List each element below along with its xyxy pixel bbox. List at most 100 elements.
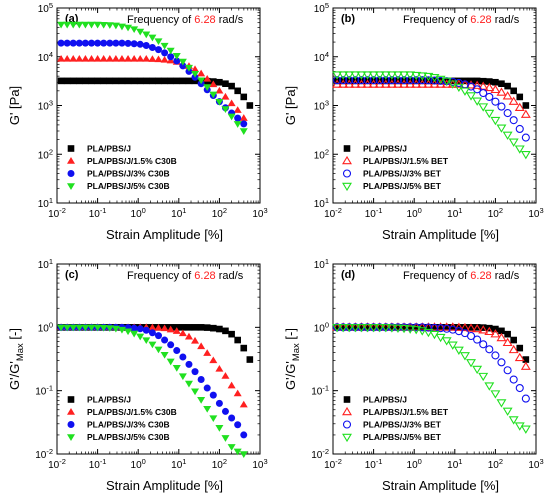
data-point	[154, 332, 162, 340]
data-point	[418, 76, 427, 85]
data-point	[344, 79, 355, 88]
data-point	[142, 42, 150, 50]
x-tick-label: 101	[447, 457, 462, 471]
legend-label: PLA/PBS/J/5% C30B	[87, 181, 170, 191]
data-point	[490, 116, 501, 126]
data-point	[498, 327, 505, 335]
chart-panel-b: 10-2 10-1 100 101 102 103 101 102 103 104 105 Strai…	[283, 1, 544, 242]
data-point	[106, 39, 114, 47]
data-point	[130, 26, 139, 34]
data-point	[514, 145, 525, 154]
data-point	[63, 324, 72, 332]
data-point	[239, 451, 248, 458]
data-point	[155, 77, 162, 85]
data-point	[382, 324, 390, 331]
data-point	[376, 324, 383, 331]
panel-label: (b)	[341, 13, 355, 25]
series-3	[57, 21, 248, 135]
data-point	[76, 77, 83, 85]
legend-label: PLA/PBS/J/1.5% BET	[363, 156, 449, 166]
data-point	[472, 323, 483, 333]
data-point	[178, 373, 187, 381]
data-point	[399, 79, 410, 88]
data-point	[234, 421, 242, 429]
data-point	[370, 324, 377, 331]
data-point	[69, 54, 78, 62]
data-point	[490, 390, 501, 399]
x-axis: 10-2 10-1 100 101 102 103	[48, 264, 268, 471]
legend-label: PLA/PBS/J/3% C30B	[87, 420, 170, 430]
data-point	[136, 28, 145, 36]
y-tick-label: 105	[38, 1, 53, 15]
legend-marker	[67, 421, 75, 428]
data-point	[228, 330, 235, 338]
data-point	[160, 351, 169, 359]
data-point	[161, 336, 169, 344]
data-point	[172, 365, 181, 372]
legend-label: PLA/PBS/J/3% C30B	[87, 169, 170, 179]
data-point	[149, 77, 156, 85]
data-point	[520, 361, 531, 370]
data-point	[239, 128, 248, 135]
data-point	[184, 64, 193, 72]
data-point	[197, 324, 205, 331]
data-point	[411, 326, 422, 335]
data-point	[227, 381, 236, 389]
data-point	[216, 325, 223, 333]
data-point	[496, 332, 507, 342]
data-point	[399, 324, 410, 334]
data-point	[490, 329, 501, 338]
data-point	[491, 351, 500, 360]
data-point	[209, 415, 218, 423]
data-point	[161, 49, 169, 57]
data-point	[437, 324, 444, 331]
data-point	[209, 80, 218, 88]
data-point	[99, 324, 108, 332]
data-point	[124, 54, 133, 62]
x-axis-label: Strain Amplitude [%]	[382, 227, 499, 242]
data-point	[111, 325, 120, 333]
data-point	[484, 382, 495, 391]
data-point	[356, 324, 367, 333]
data-point	[516, 344, 524, 352]
data-point	[221, 407, 229, 415]
data-point	[240, 431, 248, 439]
data-point	[362, 324, 373, 333]
data-point	[497, 102, 506, 111]
x-tick-label: 100	[407, 206, 422, 220]
x-tick-label: 101	[171, 457, 186, 471]
panel-label: (d)	[341, 269, 355, 281]
data-point	[351, 76, 360, 85]
data-point	[508, 138, 519, 147]
data-point	[352, 324, 359, 331]
data-point	[344, 322, 355, 331]
data-point	[227, 99, 236, 107]
data-point	[240, 344, 248, 352]
data-point	[522, 102, 530, 109]
data-point	[209, 391, 217, 399]
data-point	[520, 425, 531, 434]
data-point	[111, 22, 120, 30]
data-point	[393, 76, 403, 85]
data-point	[498, 80, 505, 88]
data-point	[172, 53, 181, 60]
data-point	[63, 21, 72, 29]
data-point	[380, 324, 391, 333]
data-point	[339, 324, 347, 331]
legend-marker	[67, 145, 75, 152]
data-point	[63, 39, 71, 47]
x-axis-label: Strain Amplitude [%]	[382, 478, 499, 493]
legend-label: PLA/PBS/J	[87, 144, 131, 154]
data-point	[429, 73, 440, 83]
series-0	[57, 77, 254, 109]
legend-label: PLA/PBS/J/5% C30B	[87, 432, 170, 442]
data-point	[453, 346, 464, 355]
data-point	[374, 71, 385, 80]
plot-frame	[56, 263, 261, 455]
data-point	[357, 76, 366, 85]
data-point	[332, 324, 343, 333]
data-point	[100, 39, 108, 47]
data-point	[466, 331, 476, 341]
data-point	[380, 71, 391, 80]
y-axis-label: G' [Pa]	[7, 86, 22, 125]
